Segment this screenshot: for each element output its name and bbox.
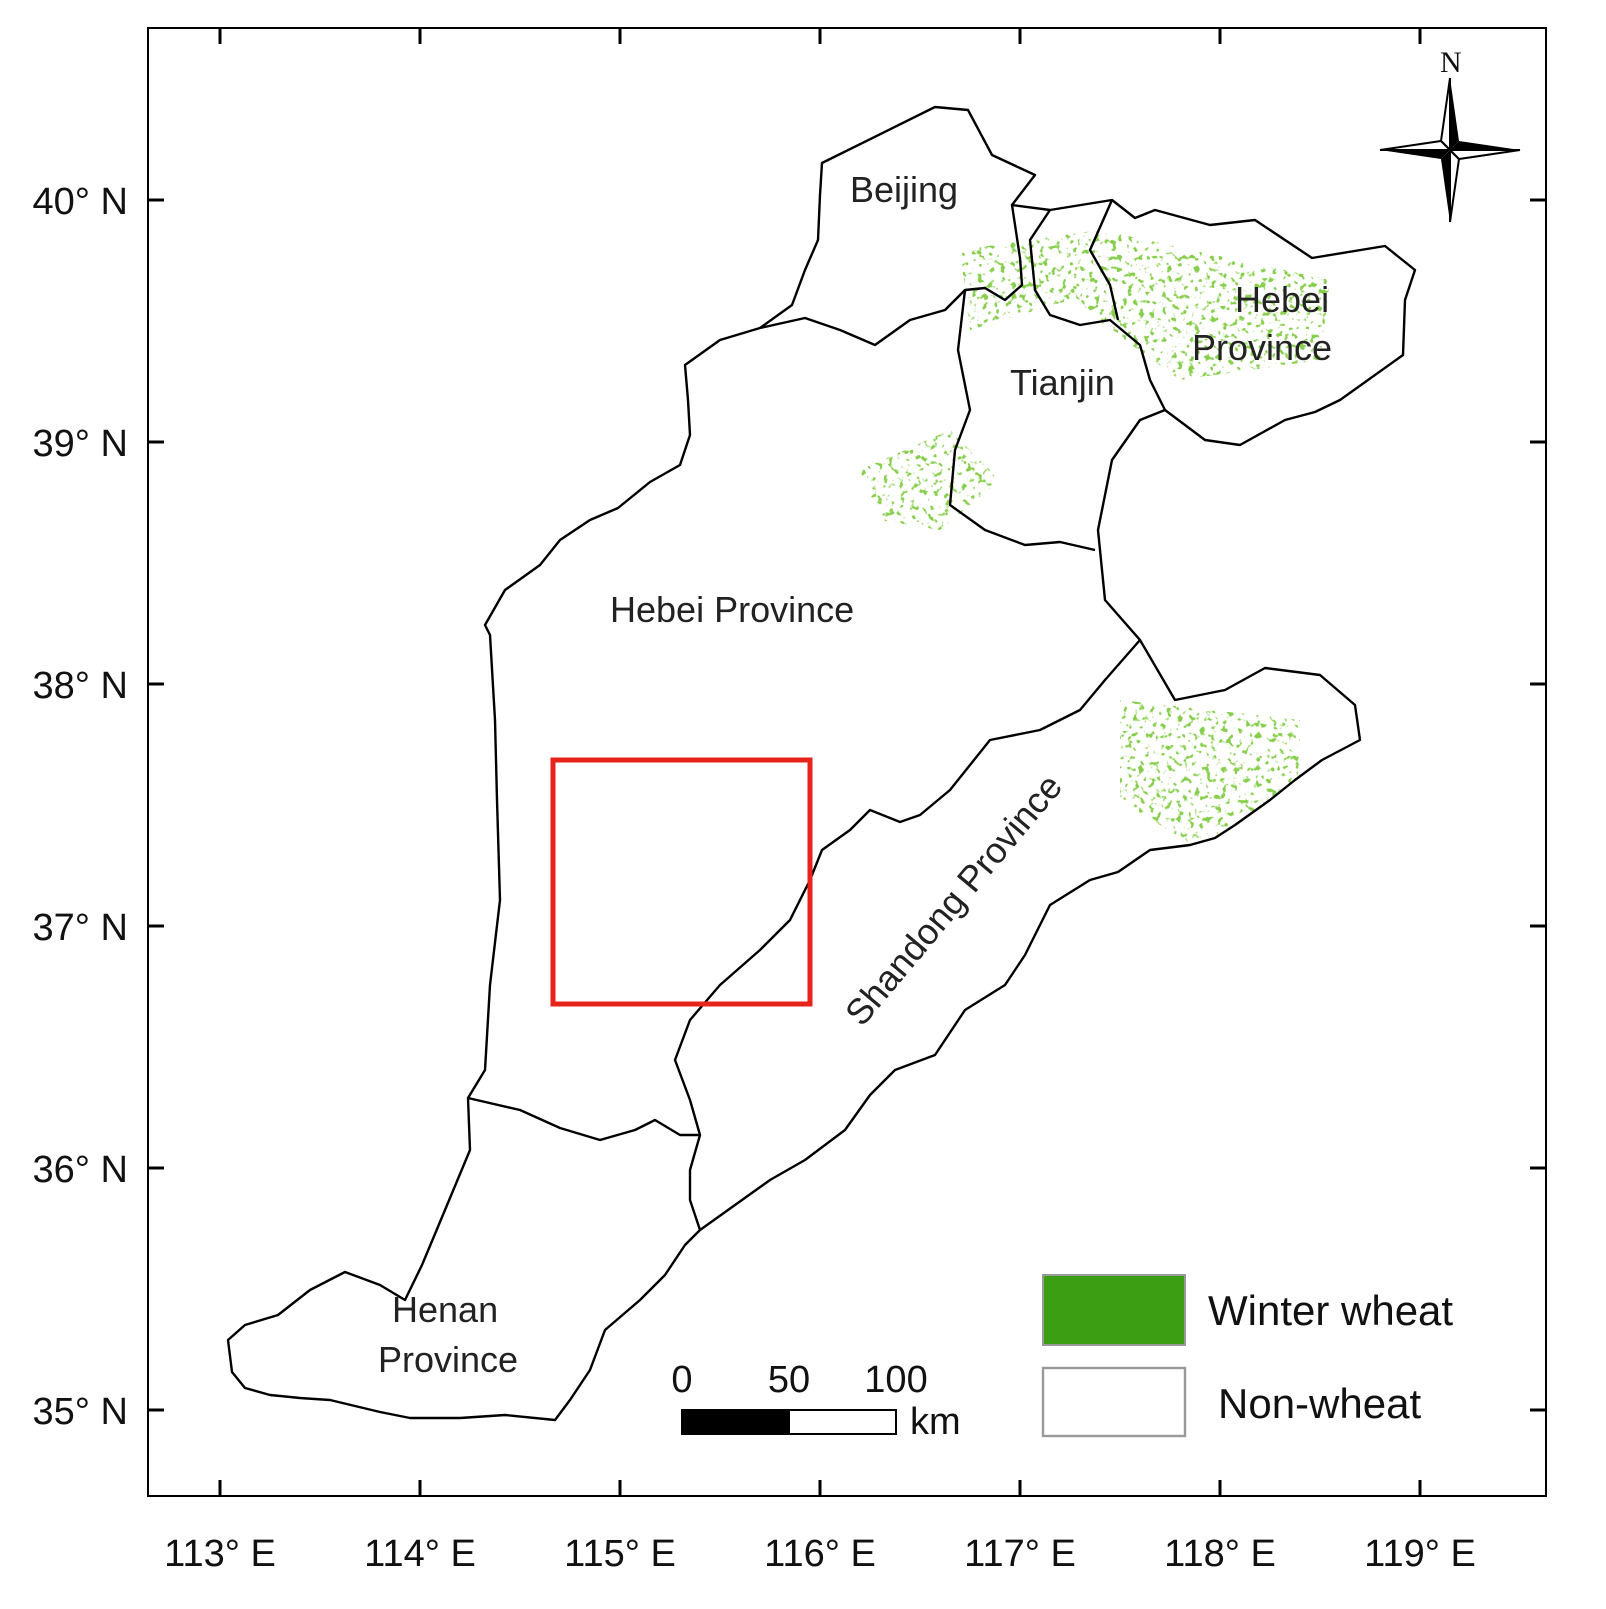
province-boundaries <box>226 105 1417 1422</box>
north-arrow: N <box>1379 46 1521 223</box>
henan-label-line1: Henan <box>392 1289 498 1330</box>
x-axis: 113° E 114° E 115° E 116° E 117° E 118° E 119°… <box>164 28 1476 1575</box>
legend-label-winter-wheat: Winter wheat <box>1208 1287 1453 1334</box>
hebei-ne-boundary <box>1088 199 1120 321</box>
y-tick-label-39: 39° N <box>33 423 128 465</box>
tianjin-east-boundary <box>1028 209 1167 411</box>
scale-bar: 0 50 100 km <box>671 1359 960 1443</box>
y-tick-label-37: 37° N <box>33 907 128 949</box>
scale-label-50: 50 <box>768 1359 810 1401</box>
non-wheat-clearings <box>300 530 1110 1372</box>
x-tick-label-119: 119° E <box>1364 1533 1476 1575</box>
y-tick-label-40: 40° N <box>33 181 128 223</box>
x-tick-label-118: 118° E <box>1164 1533 1276 1575</box>
legend-swatch-winter-wheat <box>1042 1274 1186 1346</box>
x-tick-label-116: 116° E <box>764 1533 876 1575</box>
scale-bar-black-segment <box>681 1409 790 1435</box>
beijing-label: Beijing <box>850 169 958 210</box>
legend-label-non-wheat: Non-wheat <box>1218 1380 1421 1427</box>
hebei-shandong-boundary <box>673 639 1141 1231</box>
north-arrow-compass-icon <box>1379 77 1521 223</box>
y-axis: 40° N 39° N 38° N 37° N 36° N 35° N <box>33 181 1546 1433</box>
henan-boundary <box>467 1096 700 1142</box>
wheat-cover <box>228 230 1330 1420</box>
x-tick-label-117: 117° E <box>964 1533 1076 1575</box>
y-tick-label-38: 38° N <box>33 665 128 707</box>
x-tick-label-115: 115° E <box>564 1533 676 1575</box>
scale-label-100: 100 <box>864 1359 927 1401</box>
wheat-sparse-areas <box>860 230 1330 850</box>
y-tick-label-36: 36° N <box>33 1149 128 1191</box>
north-label: N <box>1440 46 1462 79</box>
study-box <box>550 757 813 1007</box>
scale-bar-white-segment <box>788 1409 897 1435</box>
tianjin-west-boundary <box>948 289 1096 552</box>
tianjin-label: Tianjin <box>1010 362 1115 403</box>
scale-unit: km <box>910 1401 961 1443</box>
x-tick-label-113: 113° E <box>164 1533 276 1575</box>
x-tick-label-114: 114° E <box>364 1533 476 1575</box>
hebei-ne-label-line1: Hebei <box>1235 279 1329 320</box>
henan-label-line2: Province <box>378 1339 518 1380</box>
y-tick-label-35: 35° N <box>33 1391 128 1433</box>
legend: Winter wheat Non-wheat <box>1041 1274 1453 1438</box>
hebei-main-label: Hebei Province <box>610 589 854 630</box>
hebei-ne-label-line2: Province <box>1192 327 1332 368</box>
study-area-outline <box>226 105 1417 1422</box>
scale-label-0: 0 <box>671 1359 692 1401</box>
legend-swatch-non-wheat <box>1041 1366 1187 1438</box>
beijing-boundary <box>759 204 1024 347</box>
